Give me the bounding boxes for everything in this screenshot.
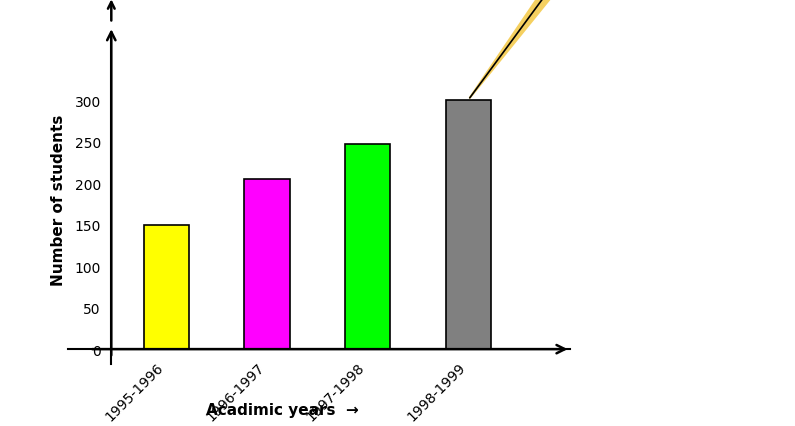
- Text: Acadimic years  →: Acadimic years →: [206, 403, 359, 417]
- Bar: [445, 101, 491, 349]
- Y-axis label: Number of students: Number of students: [51, 115, 66, 286]
- Bar: [245, 179, 289, 349]
- Text: Bar height gives
the value.: Bar height gives the value.: [470, 0, 795, 98]
- Bar: [345, 145, 390, 349]
- Bar: [144, 225, 189, 349]
